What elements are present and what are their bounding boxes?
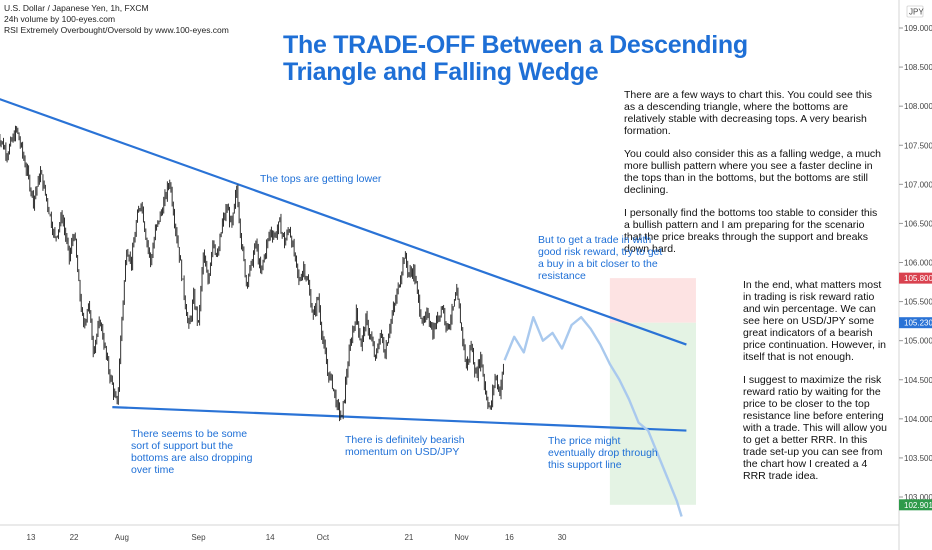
price-tick-label: 104.500 bbox=[904, 376, 932, 385]
stop-price-badge-label: 105.800 bbox=[904, 274, 932, 283]
annotation-bearish: There is definitely bearish momentum on … bbox=[345, 434, 465, 458]
price-tick-label: 104.000 bbox=[904, 415, 932, 424]
volume-indicator-label: 24h volume by 100-eyes.com bbox=[4, 14, 116, 24]
note-top: There are a few ways to chart this. You … bbox=[624, 89, 882, 266]
price-tick-label: 105.500 bbox=[904, 298, 932, 307]
annotation-support: There seems to be some sort of support b… bbox=[131, 428, 253, 476]
note-paragraph: There are a few ways to chart this. You … bbox=[624, 89, 873, 137]
time-tick-label: Aug bbox=[115, 533, 129, 542]
take-profit-zone bbox=[609, 322, 696, 505]
note-paragraph: You could also consider this as a fallin… bbox=[624, 148, 882, 196]
chart-title-line1: The TRADE-OFF Between a Descending bbox=[283, 31, 748, 59]
resistance-line bbox=[0, 98, 687, 346]
support-line bbox=[112, 406, 687, 432]
time-tick-label: 22 bbox=[70, 533, 79, 542]
symbol-title: U.S. Dollar / Japanese Yen, 1h, FXCM bbox=[4, 3, 149, 13]
time-tick-label: 30 bbox=[558, 533, 567, 542]
time-tick-label: 16 bbox=[505, 533, 514, 542]
price-tick-label: 109.000 bbox=[904, 24, 932, 33]
currency-label: JPY bbox=[909, 8, 924, 17]
time-axis: 13 22 Aug Sep 14 Oct 21 Nov 16 30 bbox=[27, 533, 567, 542]
annotation-buy: But to get a trade in with good risk rew… bbox=[538, 234, 663, 282]
annotation-tops: The tops are getting lower bbox=[260, 173, 382, 185]
note-paragraph: In the end, what matters most in trading… bbox=[743, 279, 886, 363]
entry-price-badge-label: 105.230 bbox=[904, 319, 932, 328]
price-series bbox=[0, 125, 683, 517]
price-tick-label: 103.000 bbox=[904, 493, 932, 502]
time-tick-label: 14 bbox=[266, 533, 275, 542]
price-tick-label: 107.500 bbox=[904, 141, 932, 150]
chart-title: The TRADE-OFF Between a Descending Trian… bbox=[283, 32, 748, 86]
time-tick-label: Sep bbox=[191, 533, 206, 542]
trendlines bbox=[0, 98, 687, 432]
target-price-badge bbox=[899, 499, 932, 511]
price-tick-label: 106.500 bbox=[904, 219, 932, 228]
entry-price-badge bbox=[899, 317, 932, 329]
target-price-badge-label: 102.901 bbox=[904, 501, 932, 510]
note-paragraph: I suggest to maximize the risk reward ra… bbox=[743, 374, 887, 482]
note-paragraph: I personally find the bottoms too stable… bbox=[624, 207, 878, 255]
time-tick-label: 21 bbox=[404, 533, 413, 542]
stop-loss-zone bbox=[609, 278, 696, 323]
trade-zones bbox=[609, 278, 696, 505]
price-tick-label: 107.000 bbox=[904, 180, 932, 189]
time-tick-label: 13 bbox=[27, 533, 36, 542]
price-tick-label: 103.500 bbox=[904, 454, 932, 463]
chart-title-line2: Triangle and Falling Wedge bbox=[283, 58, 599, 86]
rsi-indicator-label: RSI Extremely Overbought/Oversold by www… bbox=[4, 25, 229, 35]
price-tick-label: 105.000 bbox=[904, 337, 932, 346]
time-tick-label: Nov bbox=[454, 533, 468, 542]
price-tick-label: 106.000 bbox=[904, 259, 932, 268]
currency-box bbox=[906, 5, 924, 18]
note-right: In the end, what matters most in trading… bbox=[743, 279, 887, 493]
price-tick-label: 108.500 bbox=[904, 63, 932, 72]
annotation-drop: The price might eventually drop through … bbox=[548, 435, 658, 471]
chart-header: U.S. Dollar / Japanese Yen, 1h, FXCM 24h… bbox=[4, 3, 229, 36]
price-tick-label: 108.000 bbox=[904, 102, 932, 111]
time-tick-label: Oct bbox=[317, 533, 330, 542]
stop-price-badge bbox=[899, 272, 932, 284]
projected-price-path bbox=[503, 316, 683, 517]
price-axis: 109.000 108.500 108.000 107.500 107.000 106.5… bbox=[899, 5, 932, 511]
